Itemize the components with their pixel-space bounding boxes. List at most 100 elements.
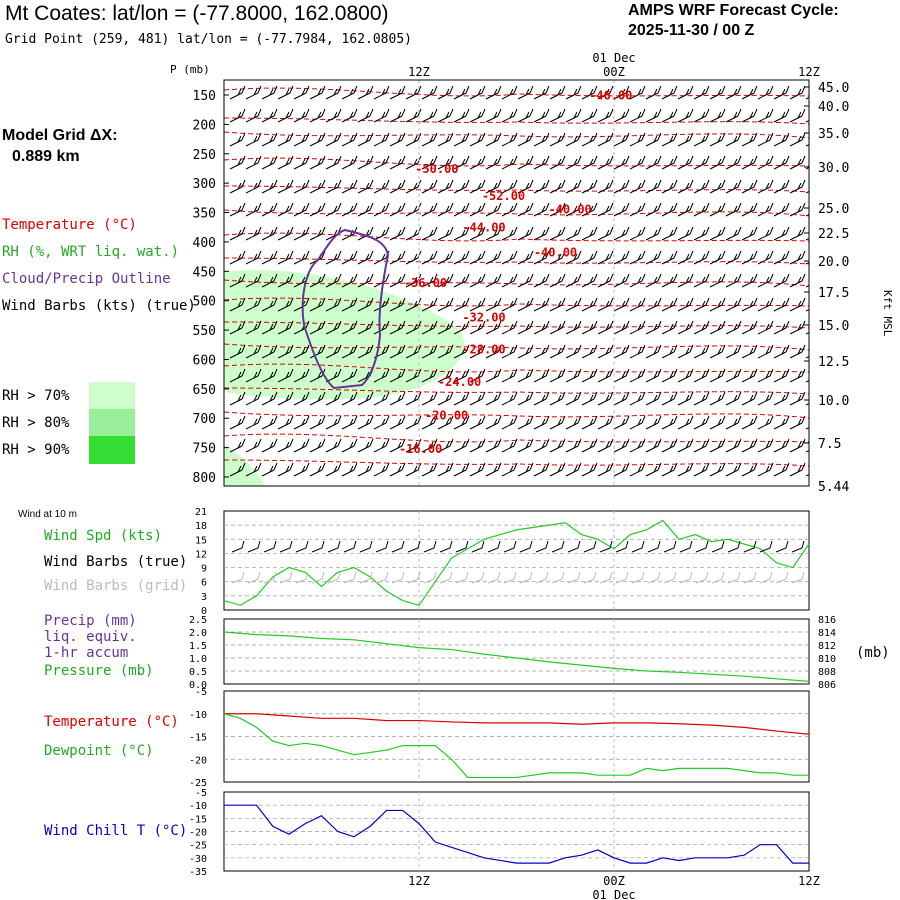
- wind-barb: [805, 166, 809, 170]
- pressure-tick-label: 200: [193, 118, 216, 133]
- wind-barb: [293, 108, 310, 123]
- wind-barb: [533, 155, 550, 170]
- pressure-tick-label: 550: [193, 324, 216, 339]
- wind-barb: [453, 108, 470, 123]
- wind-barb: [597, 202, 614, 217]
- wind-barb: [757, 155, 774, 170]
- wind-barb: [485, 344, 502, 359]
- wind-barb: [597, 297, 614, 312]
- wind-barb: [261, 462, 278, 477]
- wind-barb: [437, 415, 454, 430]
- surface-wind-barb: [535, 540, 549, 553]
- wind-barb: [613, 320, 630, 335]
- wind-barb: [597, 415, 614, 430]
- wind-barb: [341, 415, 358, 430]
- kft-tick-label: 30.0: [818, 161, 849, 176]
- wind-barb: [293, 155, 310, 170]
- wind-barb: [501, 462, 518, 477]
- wind-barb: [501, 368, 518, 383]
- wind-barb: [229, 85, 246, 100]
- wind-barb: [229, 438, 246, 453]
- wind-barb: [581, 297, 598, 312]
- wind-barb: [677, 250, 694, 265]
- wind-barb: [357, 438, 374, 453]
- wind-barb: [325, 462, 342, 477]
- wind-barb: [565, 132, 582, 147]
- wind-barb: [437, 438, 454, 453]
- wind-barb: [725, 297, 742, 312]
- windchill-panel-tick-label: -30: [189, 854, 207, 865]
- temperature-contour: [224, 411, 809, 419]
- wind-barb: [693, 226, 710, 241]
- wind-barb: [325, 85, 342, 100]
- surface-wind-barb-grid: [583, 571, 597, 584]
- wind-barb: [629, 85, 646, 100]
- wind-barb: [693, 368, 710, 383]
- wind-barb: [485, 297, 502, 312]
- pressure-tick-label: 500: [193, 295, 216, 310]
- wind-barb: [421, 155, 438, 170]
- wind-barb: [709, 344, 726, 359]
- wind-barb: [789, 391, 806, 406]
- wind-barb: [645, 273, 662, 288]
- wind-barb: [421, 368, 438, 383]
- wind-barb: [245, 132, 262, 147]
- wind-barb: [725, 273, 742, 288]
- wind-barb: [565, 226, 582, 241]
- wind-barb: [677, 155, 694, 170]
- wind-barb: [405, 85, 422, 100]
- wind-barb: [357, 108, 374, 123]
- wind-barb: [581, 344, 598, 359]
- wind-barb: [261, 202, 278, 217]
- wind-barb: [549, 462, 566, 477]
- surface-wind-barb: [375, 540, 389, 553]
- temperature-panel-tick-label: -5: [195, 687, 207, 698]
- wind-barb: [293, 438, 310, 453]
- wind-barb: [517, 320, 534, 335]
- surface-wind-barb: [791, 540, 805, 553]
- wind-barb: [277, 108, 294, 123]
- wind-barb: [757, 438, 774, 453]
- wind-barb: [677, 179, 694, 194]
- wind-barb: [485, 179, 502, 194]
- wind-barb: [357, 320, 374, 335]
- temperature-contour: [224, 209, 809, 217]
- surface-wind-barb: [247, 540, 261, 553]
- surface-wind-barb-grid: [695, 571, 709, 584]
- pressure-tick-label: 750: [193, 442, 216, 457]
- wind-barb: [725, 132, 742, 147]
- wind-barb: [741, 226, 758, 241]
- wind-barb: [325, 155, 342, 170]
- model-grid-value: 0.889 km: [12, 148, 80, 165]
- legend-wind-barbs: Wind Barbs (kts) (true): [2, 298, 196, 314]
- surface-wind-barb-grid: [391, 571, 405, 584]
- cloud-precip-outline: [301, 228, 390, 390]
- wind-barb: [309, 179, 326, 194]
- wind-barb: [597, 250, 614, 265]
- wind-barb: [309, 438, 326, 453]
- wind-barb: [757, 273, 774, 288]
- wind-barb: [757, 179, 774, 194]
- wind-barb: [421, 344, 438, 359]
- wind-barb: [629, 462, 646, 477]
- wind-barb: [501, 202, 518, 217]
- wind-barb: [597, 438, 614, 453]
- wind10m-panel-tick-label: 0: [201, 606, 207, 617]
- wind-barb: [469, 438, 486, 453]
- wind-barb: [389, 108, 406, 123]
- surface-wind-barb-grid: [743, 571, 757, 584]
- precip-label: Precip (mm): [44, 613, 137, 629]
- wind-barb: [357, 391, 374, 406]
- wind-barb: [549, 368, 566, 383]
- wind-barb: [245, 391, 262, 406]
- wind-barb: [357, 250, 374, 265]
- pressure-line: [223, 631, 810, 682]
- wind-barb: [453, 320, 470, 335]
- pressure-units: (mb): [856, 645, 890, 661]
- wind-barb: [613, 368, 630, 383]
- wind-barb: [725, 462, 742, 477]
- surface-wind-barb-grid: [279, 571, 293, 584]
- wind-barb: [293, 132, 310, 147]
- wind-barb: [613, 132, 630, 147]
- forecast-cycle-value: 2025-11-30 / 00 Z: [628, 22, 755, 39]
